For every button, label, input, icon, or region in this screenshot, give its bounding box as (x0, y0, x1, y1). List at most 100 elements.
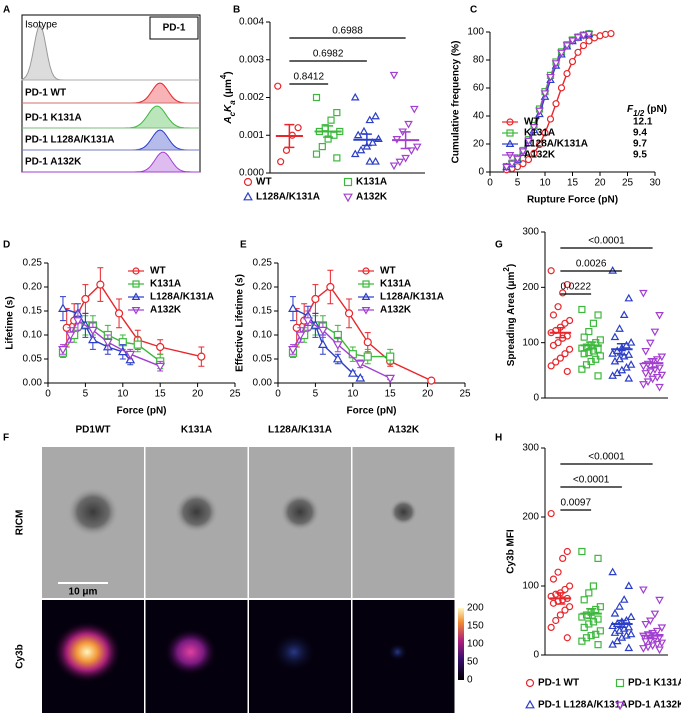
marker (556, 354, 564, 362)
marker (318, 339, 328, 348)
marker (58, 303, 68, 312)
marker (626, 337, 636, 346)
marker (580, 623, 588, 632)
y-tick-label: 0 (478, 167, 484, 178)
marker (363, 352, 372, 361)
marker (563, 367, 571, 376)
marker (579, 41, 588, 50)
x-tick-label: 25 (622, 178, 634, 189)
marker (343, 193, 353, 203)
marker (356, 145, 366, 154)
annotation-box (149, 16, 199, 40)
marker (132, 280, 140, 288)
legend-label: K131A (356, 177, 387, 188)
marker (615, 602, 624, 610)
legend-label: A132K (150, 305, 182, 316)
marker (347, 368, 358, 377)
panel-letter: B (233, 5, 240, 16)
marker (563, 547, 571, 556)
column-label: A132K (388, 425, 420, 436)
marker (102, 338, 113, 348)
marker (277, 158, 285, 166)
marker (561, 319, 569, 327)
marker (156, 342, 165, 352)
marker (612, 368, 622, 377)
marker (650, 328, 660, 337)
y-tick-label: 200 (522, 512, 539, 523)
y-tick-label: 0.20 (23, 282, 43, 293)
marker (580, 350, 588, 358)
x-tick-label: 0 (487, 178, 493, 189)
cy3b-signal (53, 621, 121, 683)
marker (585, 349, 593, 357)
panel-letter: G (495, 240, 503, 251)
marker (574, 48, 582, 56)
p-value: <0.0001 (588, 236, 625, 247)
y-tick-label: 0 (533, 393, 539, 404)
marker (88, 334, 98, 344)
y-tick-label: 100 (522, 337, 539, 348)
legend-label: WT (524, 117, 540, 128)
series-label: PD-1 L128A/K131A (25, 135, 114, 146)
error-bar (323, 125, 334, 138)
legend-label: A132K (356, 192, 388, 203)
marker (639, 645, 648, 653)
marker (312, 93, 321, 102)
marker (568, 57, 577, 66)
marker (557, 49, 566, 58)
marker (639, 289, 648, 298)
annotation: PD-1 (163, 23, 186, 34)
marker (361, 307, 371, 315)
marker (626, 612, 636, 621)
marker (624, 622, 634, 631)
marker (619, 595, 629, 603)
colorbar-tick-label: 50 (467, 657, 479, 668)
marker (582, 361, 591, 369)
marker (125, 350, 136, 360)
x-tick-label: 10 (539, 178, 551, 189)
x-tick-label: 15 (155, 389, 167, 400)
cy3b-signal (164, 628, 217, 676)
x-tick-label: 0 (275, 389, 281, 400)
legend-label: K131A (150, 279, 181, 290)
marker (326, 282, 335, 292)
legend-value: 9.4 (633, 128, 647, 139)
marker (333, 108, 341, 117)
marker (573, 34, 583, 42)
marker (579, 32, 588, 40)
marker (386, 352, 395, 361)
marker (563, 69, 571, 78)
x-tick-label: 5 (83, 389, 89, 400)
marker (641, 638, 651, 646)
axis-title-part: c (228, 111, 237, 116)
colorbar-tick-label: 150 (467, 621, 484, 632)
marker (506, 129, 514, 137)
marker (359, 126, 369, 135)
marker (243, 177, 253, 187)
marker (513, 155, 522, 164)
marker (502, 163, 511, 172)
axis-title: Rupture Force (pN) (527, 195, 618, 206)
marker (615, 324, 624, 332)
marker (552, 100, 560, 108)
y-tick-label: 0.15 (253, 306, 273, 317)
marker (343, 177, 353, 187)
p-value: 0.8412 (293, 72, 324, 83)
marker (58, 346, 68, 355)
legend-label: PD-1 K131A (628, 678, 681, 689)
marker (385, 374, 396, 384)
legend-label: L128A/K131A (524, 139, 588, 150)
marker (365, 157, 375, 165)
marker (65, 331, 76, 341)
marker (645, 339, 655, 348)
marker (114, 309, 124, 318)
p-value: 0.6982 (313, 49, 344, 60)
marker (525, 699, 535, 709)
marker (624, 581, 634, 590)
marker (505, 139, 515, 147)
marker (624, 350, 634, 358)
marker (626, 360, 636, 368)
legend-label: WT (380, 266, 396, 277)
column-label: K131A (181, 425, 212, 436)
